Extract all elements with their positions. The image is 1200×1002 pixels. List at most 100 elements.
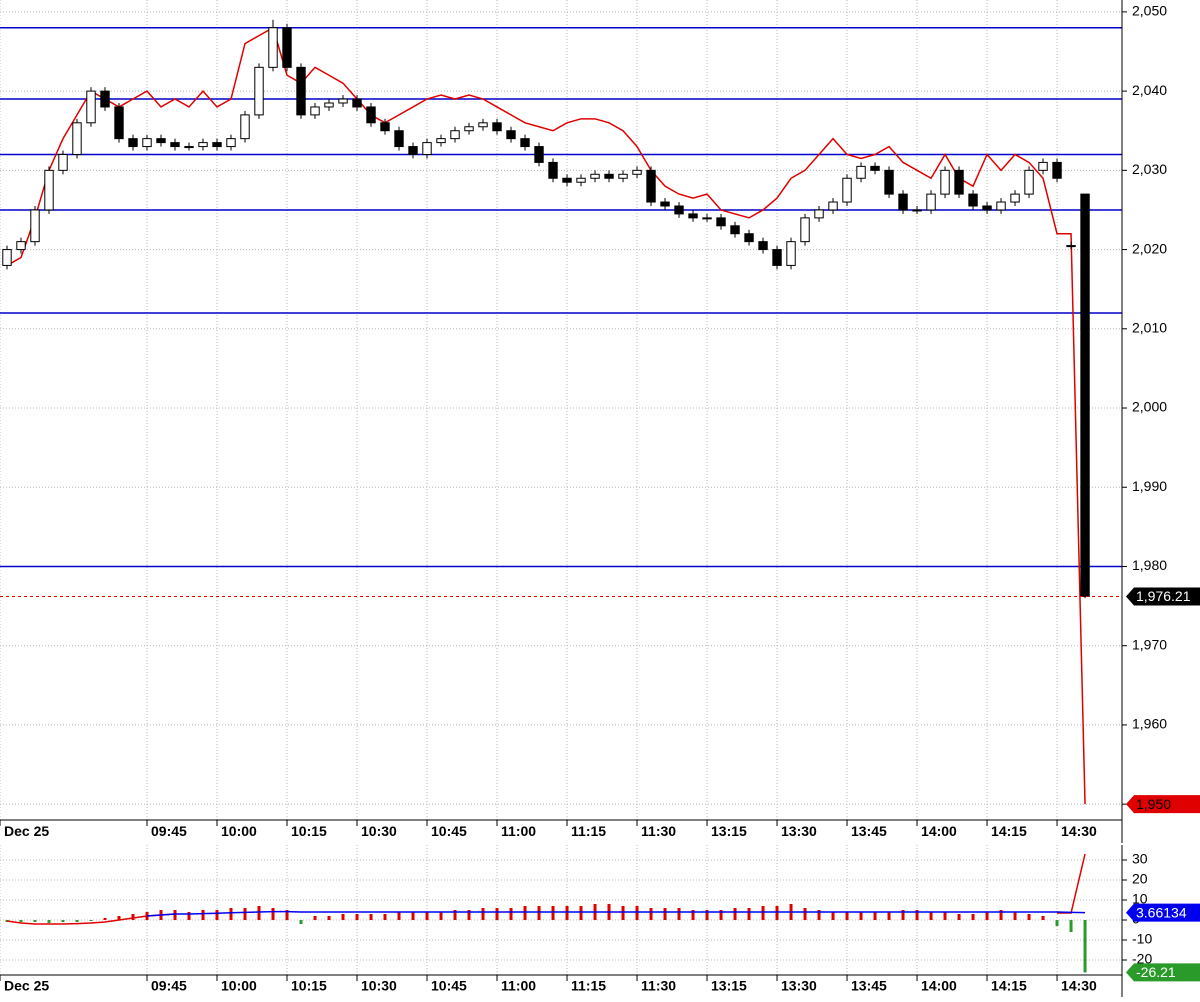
bar: [551, 906, 555, 920]
bar: [565, 906, 569, 920]
bar: [327, 916, 331, 920]
x-tick-label: 13:30: [781, 823, 817, 839]
x-tick-label: 14:15: [991, 978, 1027, 994]
candle-body: [492, 122, 502, 132]
bar: [131, 914, 135, 920]
bar: [803, 908, 807, 920]
bar: [383, 914, 387, 920]
candle-body: [268, 27, 278, 68]
bar: [677, 908, 681, 920]
bar: [411, 912, 415, 920]
candle-body: [240, 114, 250, 140]
candle-body: [338, 98, 348, 104]
bar: [173, 910, 177, 920]
bar: [47, 920, 51, 923]
bar: [985, 912, 989, 920]
bar: [509, 908, 513, 920]
candle-body: [1080, 193, 1090, 598]
candle-body: [828, 201, 838, 211]
bar: [355, 914, 359, 920]
bar: [467, 910, 471, 920]
candle-body: [954, 169, 964, 195]
candle-body: [996, 201, 1006, 211]
bar: [705, 910, 709, 920]
x-tick-label: 10:00: [221, 978, 257, 994]
bar: [943, 912, 947, 920]
y-tick-label: -20: [1132, 951, 1152, 967]
candle-body: [632, 169, 642, 175]
candle-body: [58, 153, 68, 171]
y-tick-label: 1,990: [1132, 478, 1167, 494]
candle-body: [310, 106, 320, 116]
x-tick-label: 13:15: [711, 823, 747, 839]
x-tick-label: 11:15: [571, 978, 606, 994]
bar: [1013, 912, 1017, 920]
marker-label: 1,976.21: [1136, 588, 1191, 604]
x-tick-label: 10:45: [431, 978, 467, 994]
bar: [971, 914, 975, 920]
bar: [1027, 914, 1031, 920]
x-axis-strip: [0, 820, 1122, 843]
candle-body: [870, 165, 880, 171]
candle-body: [44, 169, 54, 211]
bar: [1055, 920, 1059, 926]
x-tick-label: 11:00: [501, 978, 536, 994]
x-tick-label: 10:30: [361, 823, 397, 839]
marker-box: [1126, 795, 1200, 814]
bar: [845, 912, 849, 920]
line-series: [6, 26, 1086, 805]
bar: [19, 920, 23, 922]
candle-body: [198, 142, 208, 148]
candle-body: [912, 209, 922, 212]
x-tick-label: 11:30: [641, 823, 676, 839]
x-tick-label: Dec 25: [4, 978, 49, 994]
line-series: [6, 913, 176, 925]
bar: [957, 914, 961, 920]
candle-body: [184, 146, 194, 149]
candle-body: [16, 241, 26, 251]
candle-body: [730, 225, 740, 235]
candle-body: [576, 177, 586, 183]
candle-body: [464, 126, 474, 132]
x-tick-label: 11:00: [501, 823, 536, 839]
bar: [999, 910, 1003, 920]
x-tick-label: 13:30: [781, 978, 817, 994]
candle-body: [2, 249, 12, 266]
candle-body: [296, 66, 306, 116]
x-tick-label: 11:30: [641, 978, 676, 994]
candle-body: [324, 102, 334, 108]
bar: [103, 918, 107, 920]
bar: [761, 906, 765, 920]
candle-body: [618, 173, 628, 179]
bar: [817, 910, 821, 920]
candle-body: [758, 241, 768, 251]
candle-body: [506, 130, 516, 140]
bar: [341, 914, 345, 920]
candle-body: [254, 66, 264, 116]
candle-body: [982, 205, 992, 211]
bar: [691, 910, 695, 920]
candle-body: [450, 130, 460, 140]
y-tick-label: -10: [1132, 931, 1152, 947]
bar: [873, 912, 877, 920]
candle-body: [1024, 169, 1034, 195]
candle-body: [86, 90, 96, 124]
bar: [369, 914, 373, 920]
y-tick-label: 2,010: [1132, 319, 1167, 335]
candle-body: [884, 169, 894, 195]
x-tick-label: Dec 25: [4, 823, 49, 839]
x-tick-label: 13:15: [711, 978, 747, 994]
x-axis-strip: [0, 975, 1122, 997]
bar: [201, 910, 205, 920]
candle-body: [142, 138, 152, 148]
marker-box: [1126, 903, 1200, 922]
candle-body: [898, 193, 908, 211]
x-tick-label: 13:45: [851, 978, 887, 994]
bar: [621, 906, 625, 920]
candle-body: [548, 161, 558, 179]
bar: [299, 920, 303, 924]
x-tick-label: 10:45: [431, 823, 467, 839]
bar: [1083, 920, 1087, 973]
